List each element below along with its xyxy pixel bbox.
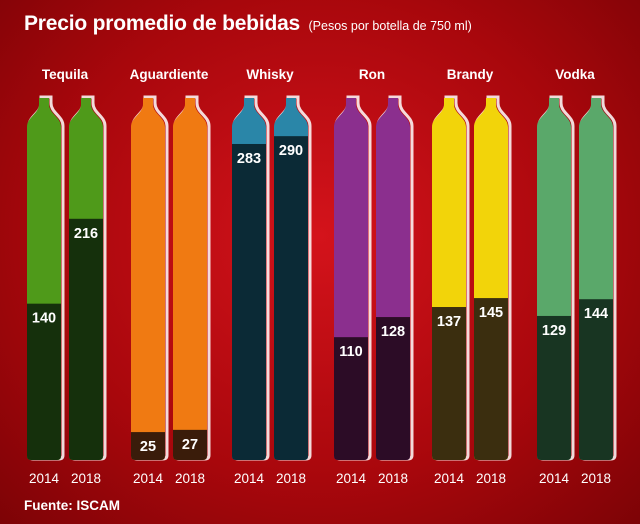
year-label: 2018 [276,471,306,486]
year-label: 2014 [539,471,570,486]
bottle-fill-bar [432,307,466,460]
bottle-group-ron: Ron 110 2014 128 2018 [334,67,414,486]
year-label: 2018 [581,471,611,486]
bottle-fill-bar [376,317,410,460]
category-label: Whisky [246,67,294,82]
year-label: 2014 [133,471,164,486]
category-label: Brandy [447,67,494,82]
chart-title-block: Precio promedio de bebidas (Pesos por bo… [24,12,472,36]
chart-title: Precio promedio de bebidas [24,12,301,35]
bottle-group-whisky: Whisky 283 2014 290 2018 [232,67,312,486]
value-label: 290 [279,143,303,159]
value-label: 145 [479,305,503,321]
bottle-body [173,98,207,460]
bottle-fill-bar [274,136,308,460]
value-label: 27 [182,437,198,453]
bottle-fill-bar [173,429,207,460]
bottle-fill-bar [232,143,266,460]
bottle-group-vodka: Vodka 129 2014 144 2018 [537,67,617,486]
bottle-fill-bar [537,315,571,460]
year-label: 2018 [476,471,506,486]
bottle-body [131,98,165,460]
value-label: 216 [74,226,98,242]
category-label: Ron [359,67,385,82]
value-label: 283 [237,151,261,167]
year-label: 2018 [71,471,101,486]
value-label: 137 [437,314,461,330]
value-label: 140 [32,311,56,327]
year-label: 2018 [378,471,408,486]
value-label: 110 [339,344,362,360]
category-label: Aguardiente [130,67,209,82]
bottle-fill-bar [474,298,508,460]
bottle-fill-bar [579,299,613,460]
bottle-group-aguardiente: Aguardiente 25 2014 27 2018 [130,67,211,486]
value-label: 25 [140,439,156,455]
value-label: 129 [542,323,566,339]
bottle-group-brandy: Brandy 137 2014 145 2018 [432,67,512,486]
year-label: 2014 [29,471,60,486]
year-label: 2018 [175,471,205,486]
year-label: 2014 [434,471,465,486]
category-label: Tequila [42,67,89,82]
bottle-group-tequila: Tequila 140 2014 216 2018 [27,67,107,486]
value-label: 144 [584,306,608,322]
year-label: 2014 [234,471,265,486]
bottle-fill-bar [69,218,103,460]
bottle-fill-bar [131,432,165,460]
chart-subtitle: (Pesos por botella de 750 ml) [308,19,472,33]
category-label: Vodka [555,67,595,82]
bottle-fill-bar [27,303,61,460]
bottle-fill-bar [334,337,368,460]
year-label: 2014 [336,471,367,486]
chart-source: Fuente: ISCAM [24,498,120,513]
value-label: 128 [381,324,405,340]
